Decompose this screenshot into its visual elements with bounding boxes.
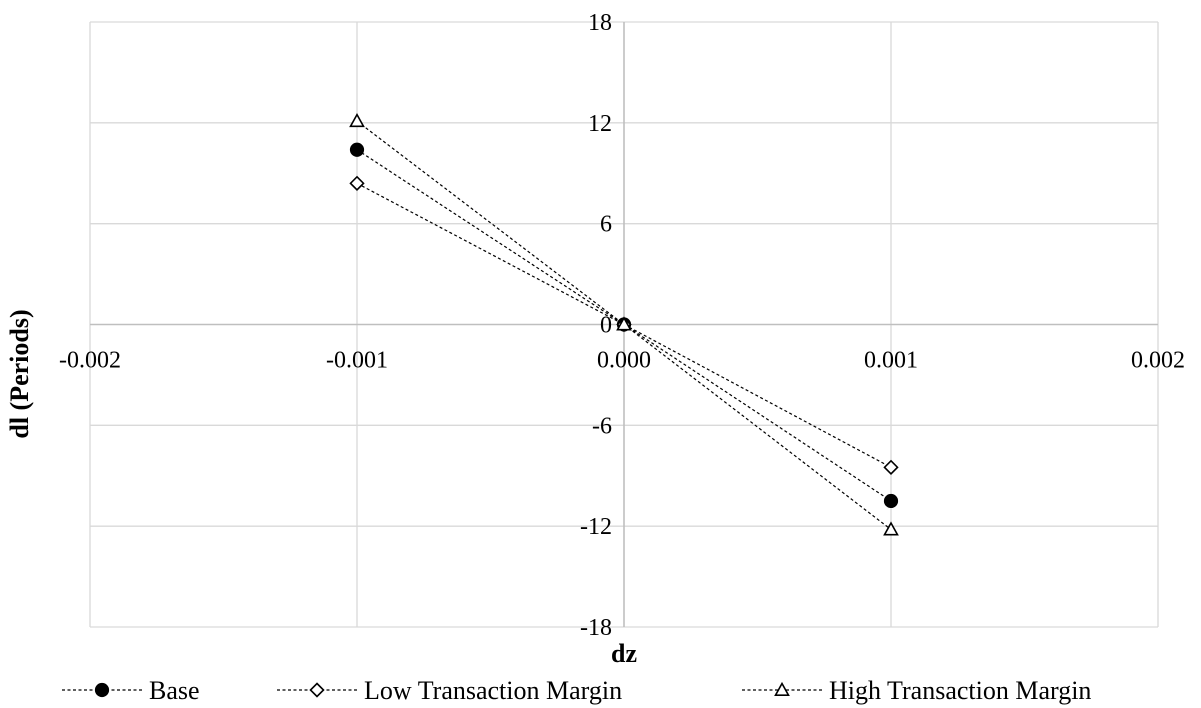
y-tick-label: -12 [580, 514, 612, 540]
legend-item: Base [62, 676, 200, 705]
legend-label: Low Transaction Margin [364, 676, 622, 705]
data-point [883, 459, 899, 475]
label-layer: -18 -12 -6 0 6 12 18 -0.002 -0.001 0.000 0.001 0.00… [59, 10, 1185, 641]
y-tick-label: -6 [592, 413, 612, 439]
legend-label: Base [149, 676, 200, 705]
legend-label: High Transaction Margin [829, 676, 1091, 705]
series-line [356, 182, 892, 468]
legend: Base Low Transaction Margin High Transacti… [62, 676, 1091, 705]
data-point [883, 521, 899, 536]
legend-marker [94, 682, 110, 698]
x-tick-label: -0.001 [326, 348, 388, 374]
legend-item: Low Transaction Margin [277, 676, 622, 705]
y-tick-label: 18 [588, 10, 612, 36]
x-tick-label: 0.002 [1131, 348, 1185, 374]
y-tick-label: -18 [580, 615, 612, 641]
data-point [349, 175, 365, 191]
data-point [883, 493, 899, 509]
data-point [616, 316, 632, 331]
x-axis-title: dz [611, 639, 637, 668]
data-point [349, 142, 365, 157]
y-tick-label: 0 [600, 313, 612, 339]
legend-item: High Transaction Margin [742, 676, 1091, 705]
y-tick-label: 6 [600, 212, 612, 238]
series-layer [349, 113, 899, 536]
x-tick-label: -0.002 [59, 348, 121, 374]
legend-marker [774, 681, 790, 697]
y-axis-title: dl (Periods) [5, 309, 34, 438]
x-tick-label: 0.001 [864, 348, 918, 374]
x-tick-label: 0.000 [597, 348, 651, 374]
y-tick-label: 12 [588, 111, 612, 137]
legend-marker [309, 682, 325, 698]
series-group [349, 113, 899, 536]
data-point [349, 113, 365, 128]
